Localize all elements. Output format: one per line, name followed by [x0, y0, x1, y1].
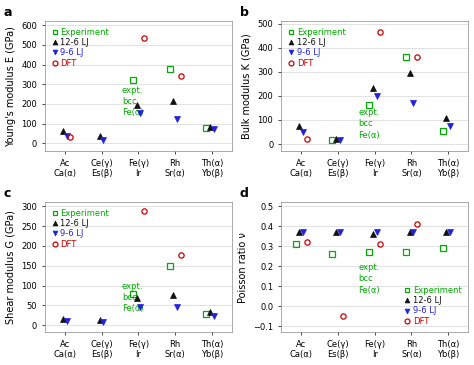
- Text: d: d: [240, 187, 248, 200]
- Text: expt.
bcc
Fe(α): expt. bcc Fe(α): [358, 108, 380, 139]
- Text: expt.
bcc
Fe(α): expt. bcc Fe(α): [122, 282, 144, 313]
- Text: a: a: [3, 5, 12, 19]
- Legend: Experiment, 12-6 LJ, 9-6 LJ, DFT: Experiment, 12-6 LJ, 9-6 LJ, DFT: [49, 206, 112, 251]
- Y-axis label: Young's modulus E (GPa): Young's modulus E (GPa): [6, 26, 16, 147]
- Text: c: c: [3, 187, 11, 200]
- Text: b: b: [240, 5, 248, 19]
- Text: expt.
bcc
Fe(α): expt. bcc Fe(α): [358, 263, 380, 295]
- Y-axis label: Poisson ratio ν: Poisson ratio ν: [237, 232, 247, 303]
- Y-axis label: Shear modulus G (GPa): Shear modulus G (GPa): [6, 210, 16, 324]
- Text: expt.
bcc
Fe(α): expt. bcc Fe(α): [122, 86, 144, 118]
- Legend: Experiment, 12-6 LJ, 9-6 LJ, DFT: Experiment, 12-6 LJ, 9-6 LJ, DFT: [401, 284, 464, 328]
- Legend: Experiment, 12-6 LJ, 9-6 LJ, DFT: Experiment, 12-6 LJ, 9-6 LJ, DFT: [285, 25, 348, 70]
- Y-axis label: Bulk modulus K (GPa): Bulk modulus K (GPa): [242, 33, 252, 139]
- Legend: Experiment, 12-6 LJ, 9-6 LJ, DFT: Experiment, 12-6 LJ, 9-6 LJ, DFT: [49, 25, 112, 70]
